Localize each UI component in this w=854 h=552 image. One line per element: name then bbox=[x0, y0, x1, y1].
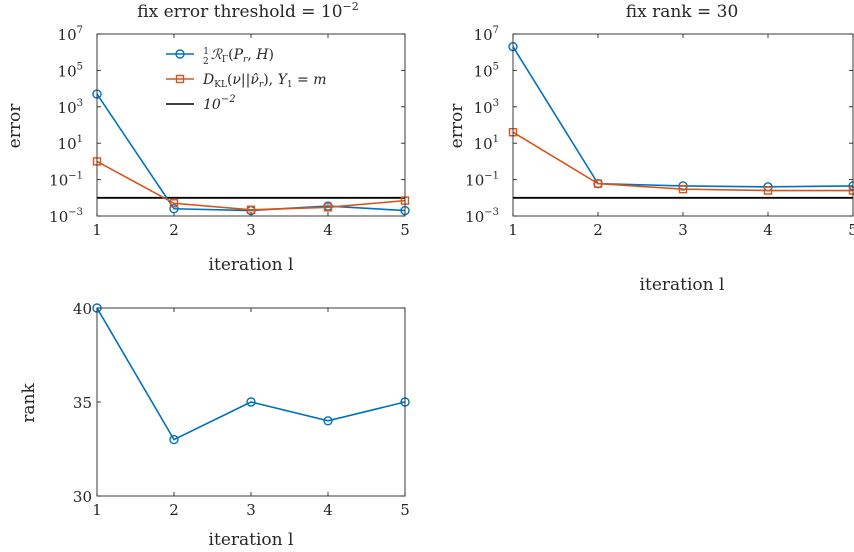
panel-error-threshold: fix error threshold = 10−2 error iterati… bbox=[5, 0, 410, 275]
x-tick-label: 2 bbox=[169, 221, 179, 239]
panel1-axes-box bbox=[96, 33, 406, 217]
y-tick-label: 105 bbox=[58, 61, 83, 80]
x-tick-label: 5 bbox=[400, 221, 410, 239]
panel2-plot-area: 1 2 3 4 5 10−3 10−1 101 103 105 107 bbox=[465, 25, 854, 239]
y-tick-label: 35 bbox=[73, 394, 92, 412]
x-tick-label: 3 bbox=[246, 501, 256, 519]
panel1-legend: 1 2 ℛΓ(Pr, H) DKL(ν||ν̂r), Y1 = m 10−2 bbox=[160, 38, 398, 120]
panel-fix-rank: fix rank = 30 error iteration l 1 2 3 4 5 10−… bbox=[447, 2, 854, 295]
series-1-line bbox=[96, 307, 406, 441]
panel1-plot-area: 1 2 3 4 5 10−3 10−1 101 103 105 107 bbox=[49, 25, 410, 239]
y-tick-label: 107 bbox=[58, 25, 83, 44]
series-1-point bbox=[323, 416, 333, 426]
legend-threshold-text: 10−2 bbox=[203, 94, 236, 113]
panel3-xlabel: iteration l bbox=[209, 530, 294, 550]
panel1-title: fix error threshold = 10−2 bbox=[137, 0, 359, 22]
x-tick-label: 3 bbox=[678, 221, 688, 239]
series-2-point bbox=[169, 199, 179, 208]
y-tick-label: 10−1 bbox=[49, 171, 83, 190]
panel2-ylabel: error bbox=[447, 103, 467, 149]
y-tick-label: 10−3 bbox=[49, 207, 83, 226]
y-tick-label: 105 bbox=[474, 61, 499, 80]
y-tick-label: 107 bbox=[474, 25, 499, 44]
x-tick-label: 4 bbox=[763, 221, 773, 239]
x-tick-label: 4 bbox=[323, 501, 333, 519]
series-1-point bbox=[169, 204, 179, 214]
series-2-point bbox=[246, 205, 256, 214]
series-2-line bbox=[96, 160, 406, 211]
y-tick-label: 103 bbox=[474, 98, 499, 117]
legend-series2-text: DKL(ν||ν̂r), Y1 = m bbox=[202, 72, 326, 90]
series-2-point bbox=[763, 186, 773, 195]
panel1-xlabel: iteration l bbox=[209, 255, 294, 275]
legend-series1-text: 1 2 ℛΓ(Pr, H) bbox=[203, 47, 274, 67]
panel-rank: rank iteration l 1 2 3 4 5 30 35 40 bbox=[19, 300, 410, 550]
panel2-axes-box bbox=[512, 33, 854, 217]
x-tick-label: 4 bbox=[323, 221, 333, 239]
panel3-plot-area: 1 2 3 4 5 30 35 40 bbox=[73, 300, 410, 519]
legend-series1-marker-icon bbox=[175, 49, 185, 59]
x-tick-label: 5 bbox=[848, 221, 854, 239]
panel1-ylabel: error bbox=[5, 103, 25, 149]
legend-box bbox=[160, 38, 398, 120]
x-tick-label: 3 bbox=[246, 221, 256, 239]
panel2-title: fix rank = 30 bbox=[626, 2, 739, 22]
x-tick-label: 5 bbox=[400, 501, 410, 519]
series-2-point bbox=[323, 203, 333, 212]
x-tick-label: 1 bbox=[92, 221, 102, 239]
series-2-point bbox=[678, 184, 688, 194]
panel3-axes-box bbox=[96, 307, 406, 497]
y-tick-label: 101 bbox=[474, 134, 499, 153]
series-1-line bbox=[512, 46, 854, 188]
x-tick-label: 1 bbox=[508, 221, 518, 239]
y-tick-label: 10−3 bbox=[465, 207, 499, 226]
y-tick-label: 101 bbox=[58, 134, 83, 153]
x-tick-label: 1 bbox=[92, 501, 102, 519]
series-2-point bbox=[593, 179, 603, 188]
y-tick-label: 40 bbox=[73, 300, 92, 318]
panel2-xlabel: iteration l bbox=[640, 275, 725, 295]
y-tick-label: 30 bbox=[73, 488, 92, 506]
series-2-line bbox=[512, 131, 853, 192]
y-tick-label: 103 bbox=[58, 98, 83, 117]
series-1-point bbox=[246, 397, 256, 407]
x-tick-label: 2 bbox=[593, 221, 603, 239]
x-tick-label: 2 bbox=[169, 501, 179, 519]
panel3-ylabel: rank bbox=[19, 383, 39, 423]
legend-series2-marker-icon bbox=[175, 74, 185, 84]
series-1-point bbox=[169, 434, 179, 445]
y-tick-label: 10−1 bbox=[465, 171, 499, 190]
